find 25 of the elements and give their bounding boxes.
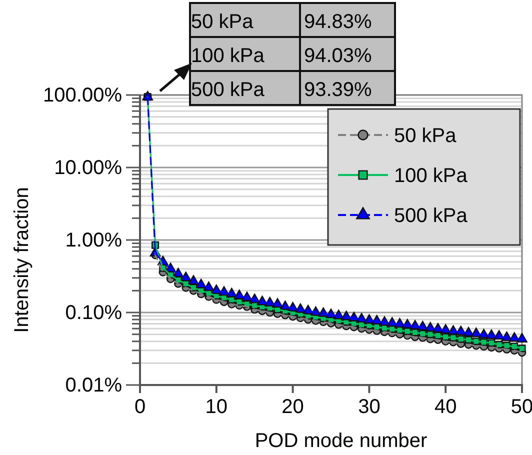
x-tick-label: 30: [358, 396, 380, 418]
legend-label: 500 kPa: [394, 205, 468, 227]
y-tick-label: 0.10%: [65, 302, 122, 324]
annotation: 93.39%: [304, 79, 372, 101]
text: 50 kPa: [191, 11, 254, 33]
y-tick-label: 100.00%: [43, 84, 122, 106]
y-tick-label: 1.00%: [65, 229, 122, 252]
legend-label: 100 kPa: [394, 165, 468, 187]
point: [518, 344, 526, 352]
x-tick-label: 0: [134, 396, 146, 418]
annotation: 500 kPa: [191, 79, 266, 101]
y-tick-label: 10.00%: [54, 156, 122, 179]
x-tick-label: 40: [434, 396, 457, 418]
text: 94.83%: [304, 11, 372, 33]
x-tick-label: 10: [205, 396, 228, 418]
legend-label: 50 kPa: [394, 125, 458, 147]
x-tick-label: 50: [510, 396, 532, 418]
x-tick-label: 20: [282, 396, 304, 418]
x-axis-title: POD mode number: [254, 430, 428, 452]
text: 100 kPa: [191, 45, 266, 67]
point: [516, 332, 528, 342]
point: [196, 278, 207, 288]
text: 94.03%: [304, 45, 372, 67]
y-tick-label: 0.01%: [65, 374, 122, 396]
y-axis-title: Intensity fraction: [11, 187, 33, 333]
